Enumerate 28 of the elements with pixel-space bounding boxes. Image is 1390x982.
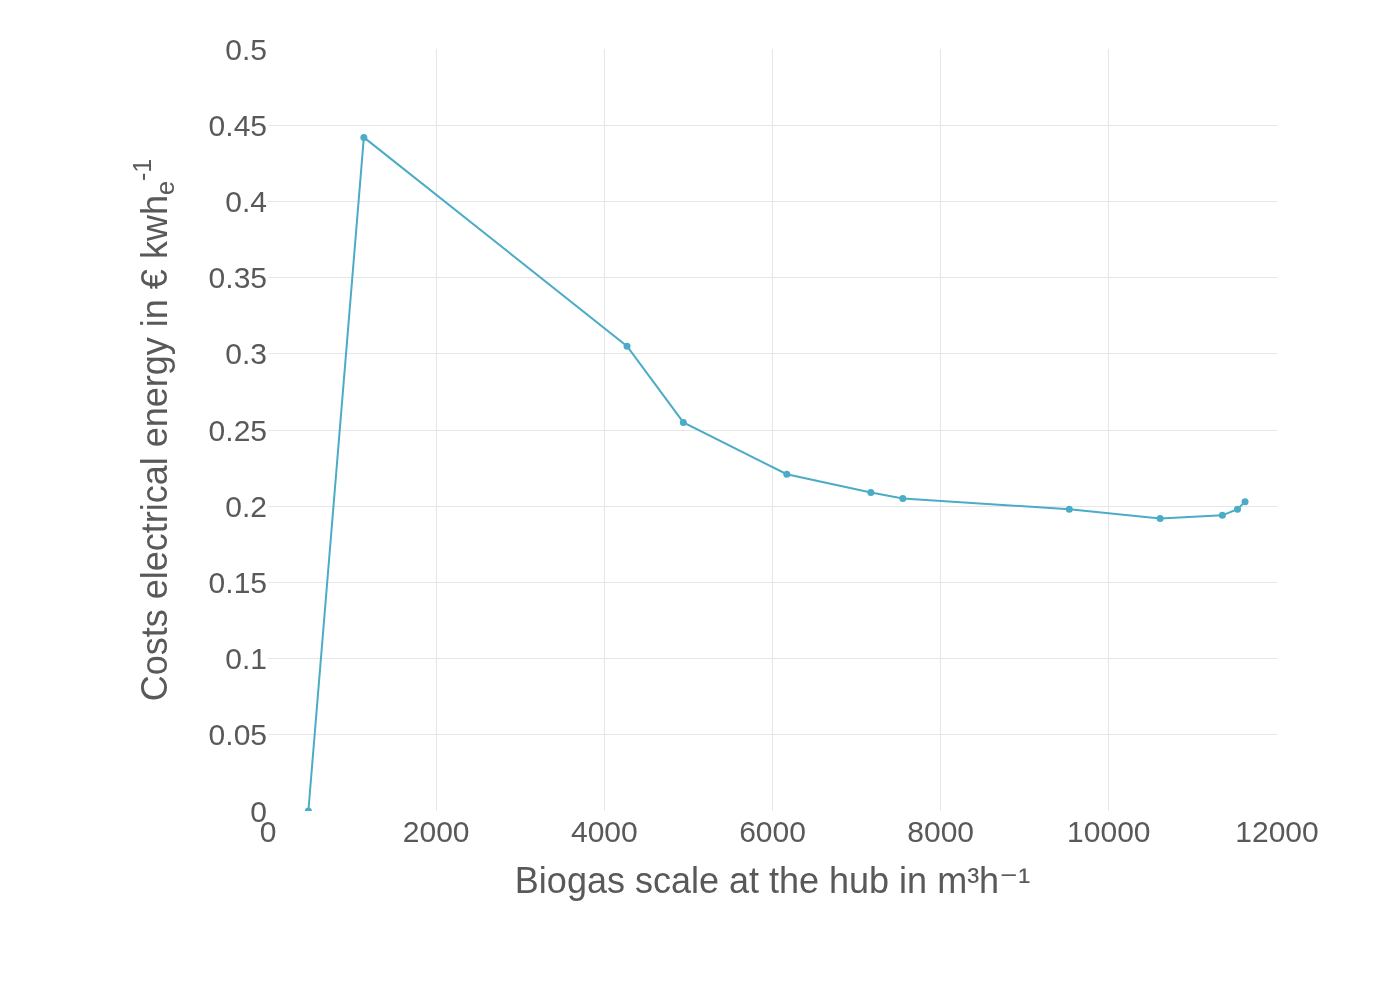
y-tick-label: 0.2 bbox=[225, 489, 267, 523]
y-tick-label: 0.45 bbox=[208, 108, 267, 142]
point bbox=[623, 342, 631, 350]
point bbox=[899, 495, 907, 503]
y-tick-label: 0.25 bbox=[208, 413, 267, 447]
point bbox=[1233, 505, 1241, 513]
x-axis-title: Biogas scale at the hub in m³h⁻¹ bbox=[514, 859, 1031, 901]
x-tick-label: 10000 bbox=[1067, 815, 1151, 848]
point bbox=[1156, 514, 1164, 522]
point bbox=[867, 488, 875, 496]
point bbox=[783, 470, 791, 478]
y-tick-label: 0.3 bbox=[225, 337, 267, 371]
x-tick-label: 12000 bbox=[1235, 815, 1319, 848]
point bbox=[1218, 511, 1226, 519]
y-tick-label: 0.5 bbox=[225, 32, 267, 66]
x-tick-label: 4000 bbox=[570, 815, 638, 848]
x-tick-label: 6000 bbox=[739, 815, 806, 848]
x-tick-label: 8000 bbox=[907, 815, 975, 848]
point bbox=[679, 418, 687, 426]
y-tick-label: 0.35 bbox=[208, 261, 267, 295]
y-tick-label: 0.1 bbox=[225, 642, 267, 676]
y-tick-label: 0.15 bbox=[208, 565, 267, 599]
point bbox=[360, 133, 368, 141]
point bbox=[1241, 498, 1249, 506]
y-tick-label: 0.05 bbox=[208, 718, 267, 752]
point bbox=[1065, 505, 1073, 513]
y-tick-label: 0.4 bbox=[225, 184, 267, 218]
x-tick-label: 2000 bbox=[402, 815, 470, 848]
